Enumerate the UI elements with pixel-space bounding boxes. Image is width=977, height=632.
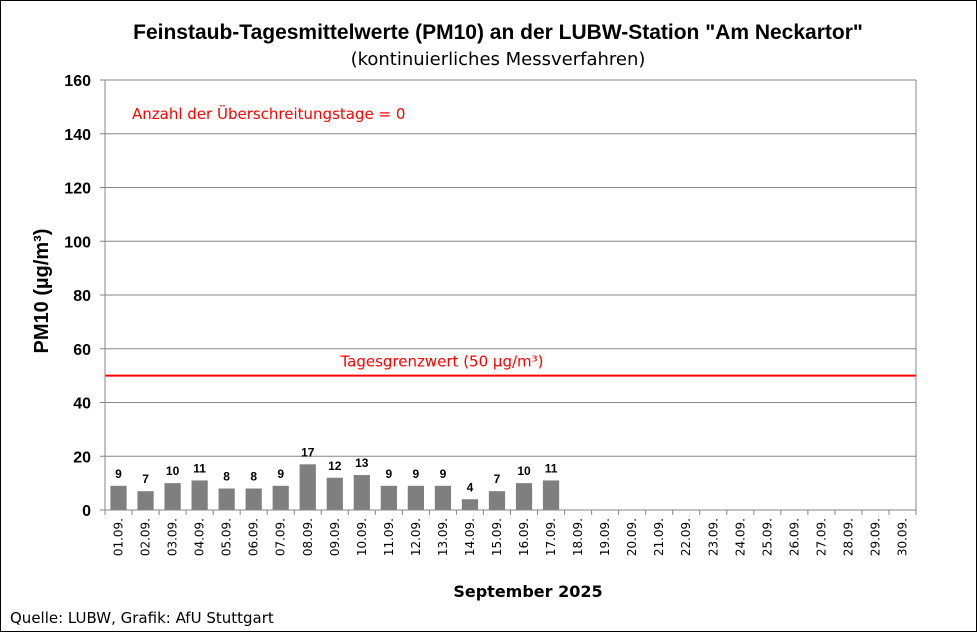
x-tick-label: 27.09. bbox=[814, 518, 828, 556]
limit-line-label: Tagesgrenzwert (50 µg/m³) bbox=[339, 353, 543, 371]
bar bbox=[299, 464, 316, 510]
data-label: 8 bbox=[223, 470, 230, 484]
source-note: Quelle: LUBW, Grafik: AfU Stuttgart bbox=[10, 609, 274, 627]
x-tick-label: 10.09. bbox=[355, 518, 369, 556]
x-tick-label: 26.09. bbox=[787, 518, 801, 556]
bar bbox=[434, 485, 452, 510]
data-label: 17 bbox=[301, 445, 315, 459]
x-tick-label: 23.09. bbox=[706, 518, 720, 556]
x-tick-label: 08.09. bbox=[301, 518, 315, 556]
y-tick-label: 120 bbox=[64, 181, 91, 198]
data-label: 9 bbox=[413, 467, 420, 481]
y-tick-label: 20 bbox=[73, 449, 91, 466]
y-tick-label: 40 bbox=[73, 396, 91, 413]
x-tick-label: 05.09. bbox=[220, 518, 234, 556]
data-label: 8 bbox=[250, 470, 257, 484]
y-tick-label: 140 bbox=[64, 127, 91, 144]
gridlines bbox=[105, 79, 916, 457]
bar bbox=[137, 491, 154, 510]
y-tick-label: 80 bbox=[73, 288, 91, 305]
bar bbox=[245, 488, 262, 510]
data-label: 11 bbox=[193, 461, 206, 475]
x-tick-label: 09.09. bbox=[328, 518, 342, 556]
data-label: 10 bbox=[166, 464, 180, 478]
x-tick-label: 01.09. bbox=[112, 518, 126, 556]
x-tick-label: 30.09. bbox=[895, 518, 909, 556]
x-tick-label: 15.09. bbox=[490, 518, 504, 556]
bar bbox=[164, 483, 181, 510]
data-label: 9 bbox=[277, 467, 284, 481]
y-tick-label: 160 bbox=[64, 73, 91, 90]
x-tick-label: 12.09. bbox=[409, 518, 423, 556]
y-tick-label: 100 bbox=[64, 234, 91, 251]
exceedance-annotation: Anzahl der Überschreitungstage = 0 bbox=[132, 104, 405, 123]
bar bbox=[380, 485, 397, 510]
bar bbox=[353, 475, 370, 510]
data-label: 4 bbox=[467, 480, 474, 494]
bar bbox=[110, 485, 127, 510]
data-label: 7 bbox=[142, 472, 149, 486]
bar bbox=[218, 488, 235, 510]
x-tick-label: 22.09. bbox=[679, 518, 693, 556]
bar bbox=[488, 491, 506, 510]
data-label: 9 bbox=[115, 467, 122, 481]
bar bbox=[542, 480, 560, 510]
y-axis-label: PM10 (µg/m³) bbox=[31, 229, 53, 354]
x-tick-label: 25.09. bbox=[760, 518, 774, 556]
bar bbox=[191, 480, 208, 510]
y-axis-ticks: 0 20 40 60 80 100 120 140 160 bbox=[64, 73, 105, 520]
x-axis-label: September 2025 bbox=[453, 582, 602, 601]
x-tick-label: 16.09. bbox=[517, 518, 531, 556]
x-tick-label: 03.09. bbox=[166, 518, 180, 556]
x-tick-label: 07.09. bbox=[274, 518, 288, 556]
chart-subtitle: (kontinuierliches Messverfahren) bbox=[351, 49, 646, 70]
x-tick-label: 21.09. bbox=[652, 518, 666, 556]
x-tick-label: 28.09. bbox=[841, 518, 855, 556]
data-label: 10 bbox=[517, 464, 531, 478]
bar bbox=[407, 485, 424, 510]
bars: 9 7 10 11 8 8 9 17 12 13 9 9 9 4 7 10 11 bbox=[110, 445, 560, 510]
bar bbox=[272, 485, 289, 510]
x-tick-label: 14.09. bbox=[463, 518, 477, 556]
y-tick-label: 0 bbox=[82, 503, 91, 520]
data-label: 13 bbox=[355, 456, 369, 470]
x-tick-label: 06.09. bbox=[247, 518, 261, 556]
x-tick-label: 13.09. bbox=[436, 518, 450, 556]
chart-title: Feinstaub-Tagesmittelwerte (PM10) an der… bbox=[133, 21, 863, 44]
data-label: 7 bbox=[494, 472, 501, 486]
x-tick-label: 24.09. bbox=[733, 518, 747, 556]
x-tick-label: 17.09. bbox=[544, 518, 558, 556]
x-tick-label: 29.09. bbox=[868, 518, 882, 556]
data-label: 9 bbox=[440, 467, 447, 481]
x-tick-label: 18.09. bbox=[571, 518, 585, 556]
bar bbox=[515, 483, 533, 510]
data-label: 11 bbox=[545, 461, 558, 475]
x-tick-label: 19.09. bbox=[598, 518, 612, 556]
x-tick-label: 11.09. bbox=[382, 518, 396, 556]
bar bbox=[461, 499, 479, 510]
x-tick-label: 04.09. bbox=[193, 518, 207, 556]
data-label: 9 bbox=[386, 467, 393, 481]
y-tick-label: 60 bbox=[73, 342, 91, 359]
x-axis-ticks: 01.09. 02.09. 03.09. 04.09. 05.09. 06.09. 07.0… bbox=[104, 510, 917, 556]
bar bbox=[326, 477, 343, 510]
x-tick-label: 02.09. bbox=[139, 518, 153, 556]
data-label: 12 bbox=[328, 459, 342, 473]
x-tick-label: 20.09. bbox=[625, 518, 639, 556]
